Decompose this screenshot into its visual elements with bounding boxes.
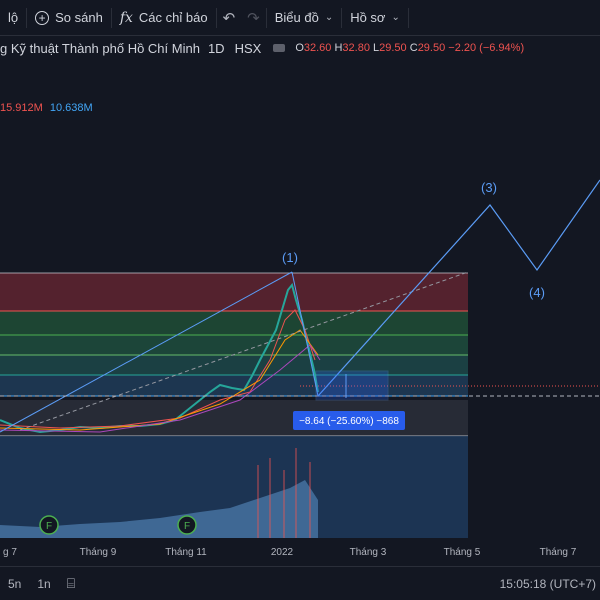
- price-chart[interactable]: −8.64 (−25.60%) −868 (1) (3) (4) F F g 7…: [0, 0, 600, 566]
- measure-label-box: [293, 411, 405, 430]
- x-axis: g 7 Tháng 9 Tháng 11 2022 Tháng 3 Tháng …: [3, 547, 577, 558]
- volume-value-2: 10.638M: [49, 102, 93, 114]
- svg-text:F: F: [46, 521, 52, 532]
- redo-icon[interactable]: ↷: [247, 9, 260, 27]
- chart-menu-button[interactable]: Biểu đồ ⌄: [274, 10, 334, 25]
- plus-circle-icon: +: [35, 10, 50, 25]
- bottom-bar: 5n 1n ⌸ 15:05:18 (UTC+7): [0, 566, 600, 600]
- trend-line-up: [0, 271, 293, 433]
- fib-zone-green-1: [0, 311, 468, 335]
- x-tick: Tháng 3: [350, 547, 387, 558]
- volume-value-1: 15.912M: [0, 102, 43, 114]
- menu-fragment[interactable]: lộ: [8, 10, 19, 25]
- fx-icon: fx: [119, 9, 133, 26]
- earnings-marker-1[interactable]: F: [39, 515, 59, 535]
- elliott-wave-projection: [317, 179, 600, 397]
- wave-label-1: (1): [282, 250, 298, 265]
- fib-zone-red: [0, 273, 468, 311]
- fib-zone-teal: [0, 355, 468, 375]
- trend-line-dashed: [19, 271, 469, 431]
- chevron-down-icon: ⌄: [324, 12, 334, 23]
- volume-bars: [0, 480, 318, 538]
- x-tick: 2022: [271, 547, 294, 558]
- earnings-marker-2[interactable]: F: [177, 515, 197, 535]
- undo-icon[interactable]: ↶: [222, 9, 236, 27]
- measure-label: −8.64 (−25.60%) −868: [299, 416, 399, 427]
- symbol-legend: g Kỹ thuật Thành phố Hồ Chí Minh 1D HSX …: [0, 38, 600, 58]
- indicators-button[interactable]: fx Các chỉ báo: [119, 9, 208, 26]
- range-1n[interactable]: 1n: [37, 576, 51, 591]
- top-toolbar: lộ + So sánh fx Các chỉ báo ↶ ↷ Biểu đồ …: [0, 0, 600, 36]
- x-tick: Tháng 5: [444, 547, 481, 558]
- x-tick: Tháng 11: [165, 547, 207, 558]
- clock-time[interactable]: 15:05:18 (UTC+7): [499, 576, 596, 591]
- x-tick: Tháng 9: [80, 547, 117, 558]
- compare-button[interactable]: + So sánh: [27, 0, 111, 35]
- x-tick: Tháng 7: [540, 547, 577, 558]
- svg-text:F: F: [184, 521, 190, 532]
- ma-line-purple: [0, 344, 321, 433]
- wave-label-4: (4): [529, 285, 545, 300]
- ohlc-values: O32.60 H32.80 L29.50 C29.50 −2.20 (−6.94…: [295, 42, 525, 54]
- timeframe[interactable]: 1D: [207, 40, 225, 56]
- range-5n[interactable]: 5n: [8, 576, 22, 591]
- date-range-icon[interactable]: ⌸: [66, 575, 76, 591]
- fib-zone-green-2: [0, 335, 468, 355]
- x-tick: g 7: [3, 547, 17, 558]
- fib-zone-blue: [0, 375, 468, 396]
- profile-menu-button[interactable]: Hồ sơ ⌄: [350, 10, 400, 25]
- chevron-down-icon: ⌄: [391, 12, 400, 23]
- eye-icon[interactable]: [273, 44, 286, 52]
- symbol-title[interactable]: g Kỹ thuật Thành phố Hồ Chí Minh: [0, 40, 200, 56]
- wave-label-3: (3): [481, 180, 497, 195]
- measure-box[interactable]: [315, 370, 389, 401]
- volume-legend: 15.912M 10.638M: [0, 102, 93, 114]
- exchange: HSX: [234, 40, 262, 56]
